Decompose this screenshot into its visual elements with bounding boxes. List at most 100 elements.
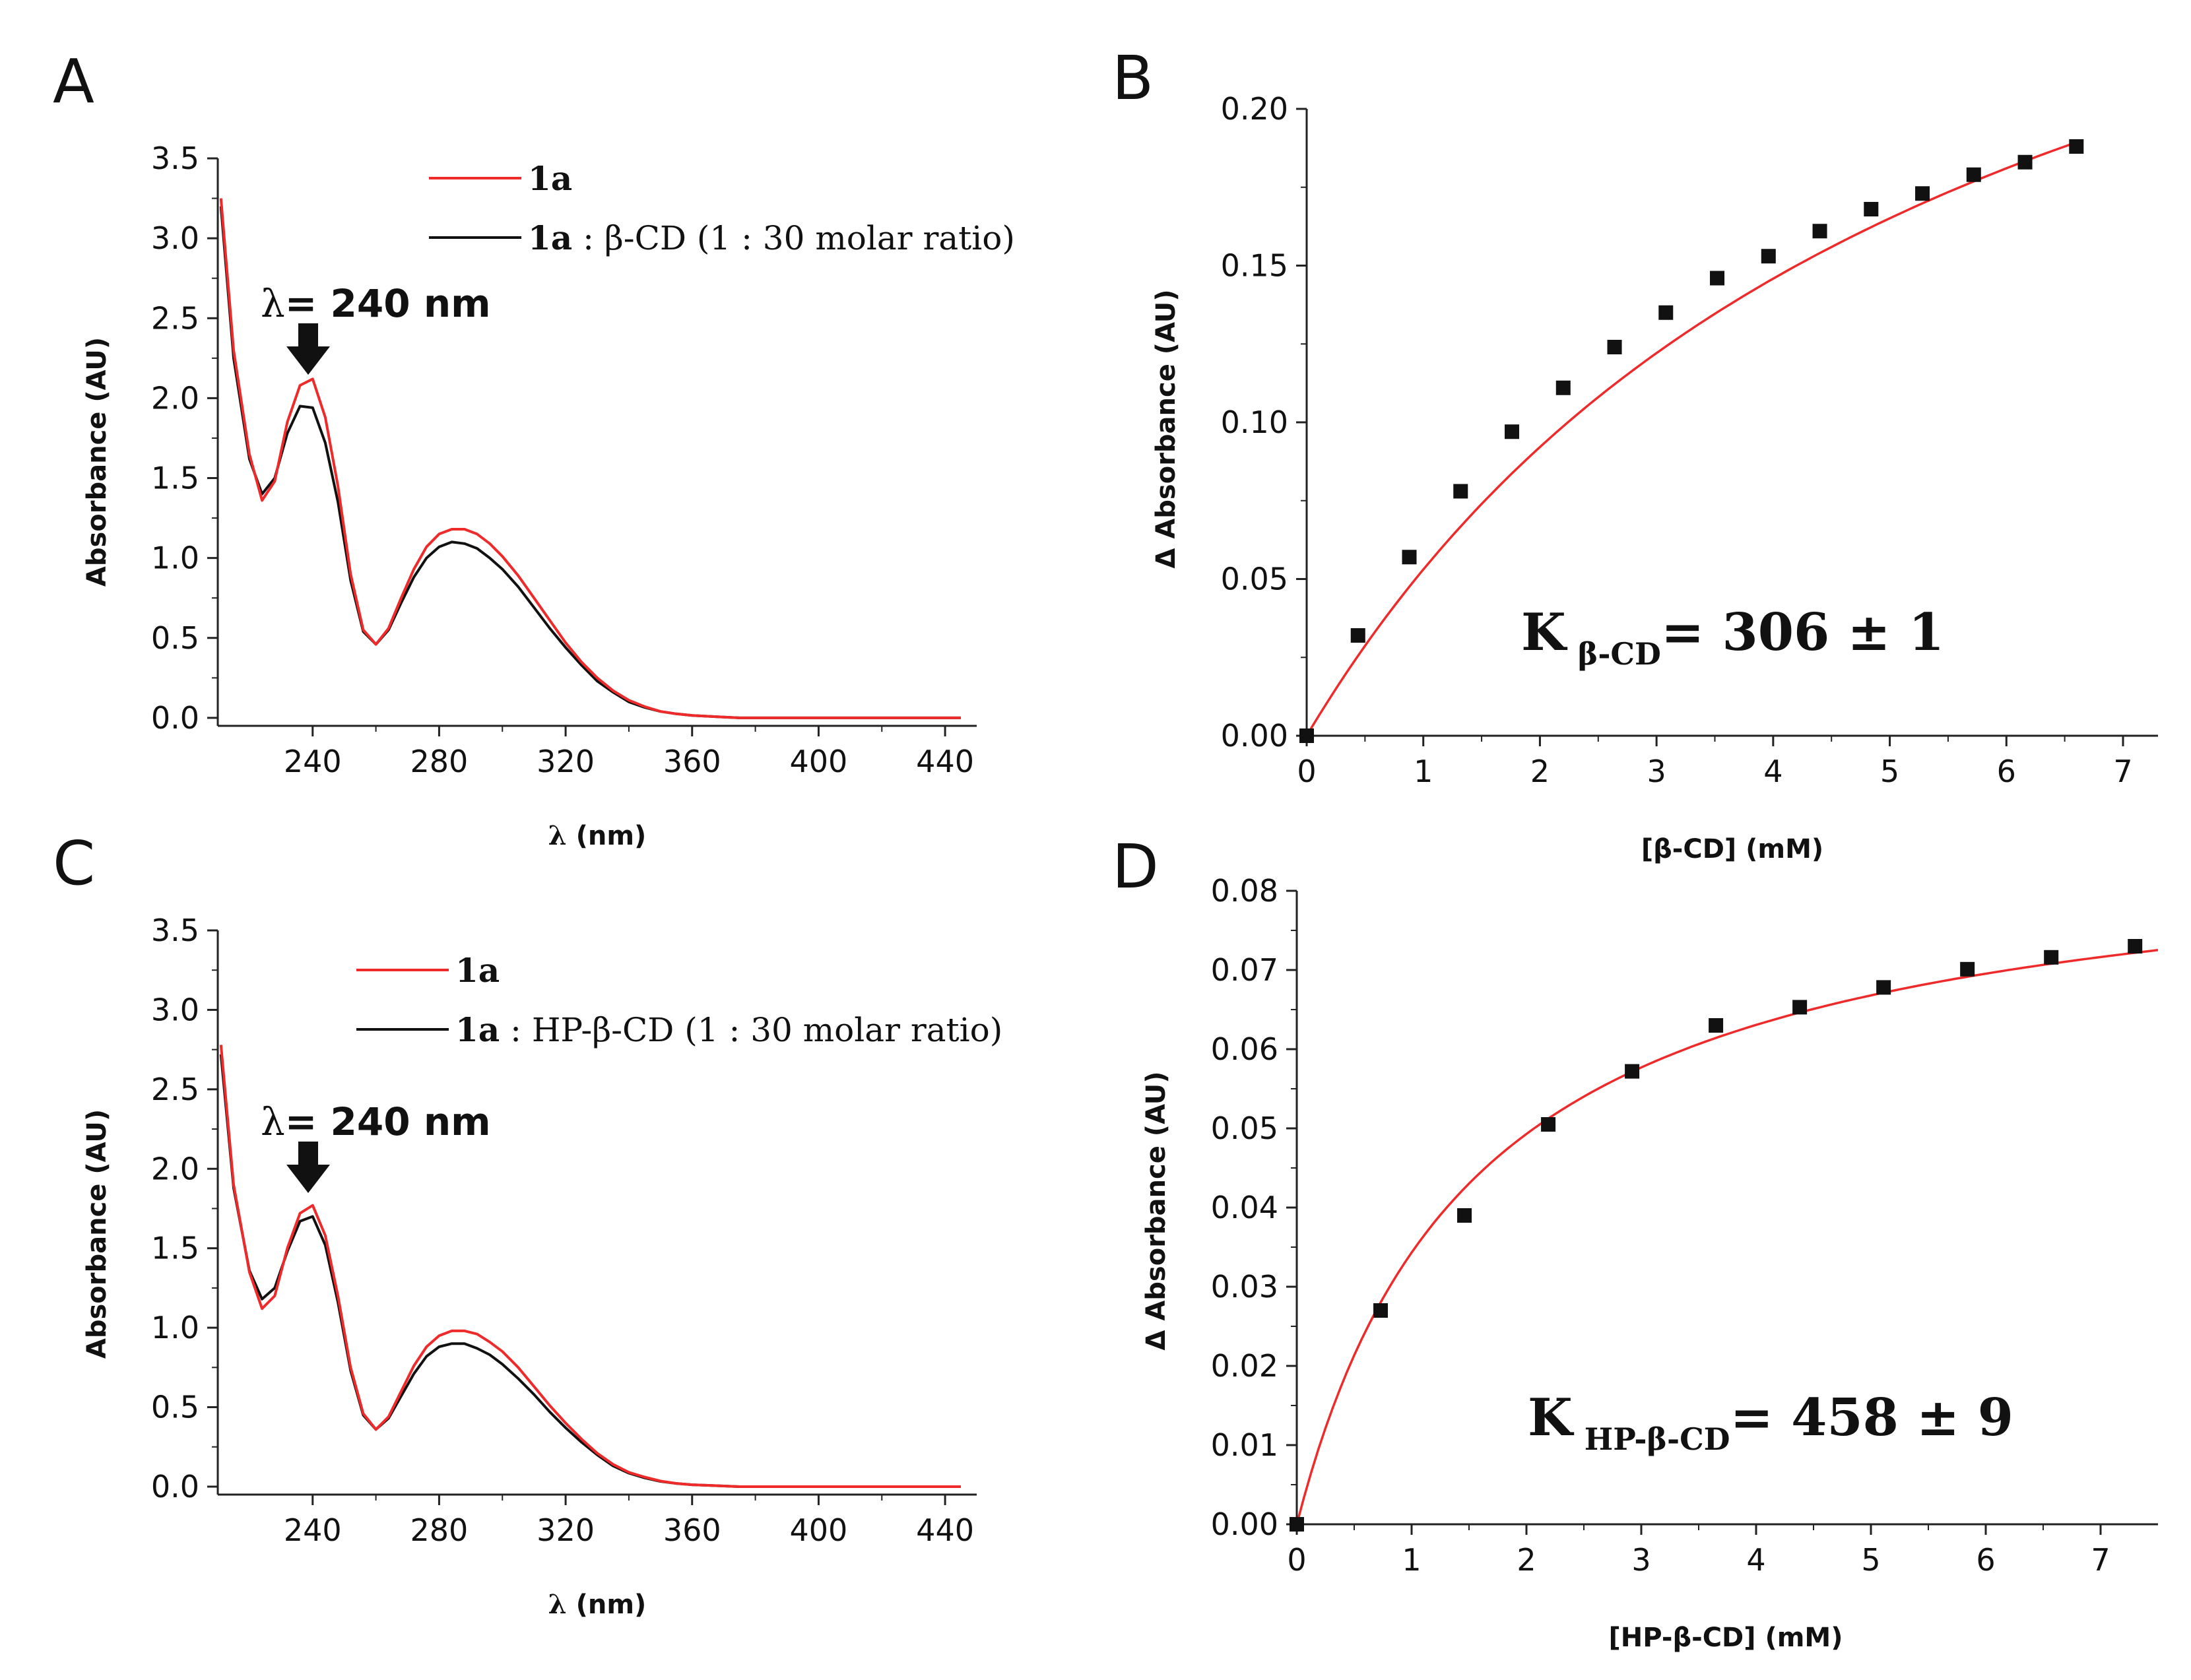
y-tick-label: 0.07 — [1211, 952, 1278, 988]
panel-c-letter: C — [53, 828, 95, 899]
data-point — [1812, 224, 1827, 239]
panel-a-legend-entry-2-bold: 1a — [528, 218, 572, 257]
data-point — [1792, 1000, 1808, 1015]
panel-d-binding-constant: K HP-β-CD= 458 ± 9 — [1528, 1388, 2013, 1457]
y-tick-label: 0.06 — [1211, 1031, 1278, 1067]
panel-a-legend-entry-2-rest: : β-CD (1 : 30 molar ratio) — [572, 219, 1015, 257]
panel-a-down-arrow-icon — [286, 323, 330, 375]
x-tick-label: 2 — [1530, 754, 1550, 789]
y-tick-label: 2.5 — [151, 300, 199, 336]
panel-c-annotation: λ= 240 nm — [261, 1099, 491, 1144]
panel-a-legend-entry-1-bold: 1a — [528, 159, 572, 198]
panel-a-series — [219, 198, 961, 719]
x-tick-label: 6 — [1997, 754, 2016, 789]
panel-a-annotation-text: = 240 nm — [285, 281, 491, 326]
data-point — [1966, 167, 1981, 182]
panel-d-k-value: = 458 ± 9 — [1730, 1388, 2013, 1448]
data-point — [2017, 154, 2033, 170]
panel-d-ylabel: Δ Absorbance (AU) — [1141, 1071, 1171, 1350]
panel-b-ylabel: Δ Absorbance (AU) — [1151, 289, 1181, 568]
data-point — [2069, 139, 2084, 154]
panel-b-k-main: K — [1521, 602, 1568, 662]
panel-b-letter: B — [1112, 43, 1154, 113]
y-tick-label: 2.5 — [151, 1072, 199, 1107]
y-tick-label: 3.5 — [151, 141, 199, 176]
x-tick-label: 280 — [410, 744, 469, 779]
data-point — [1299, 728, 1314, 743]
data-point — [1505, 424, 1520, 439]
x-tick-label: 5 — [1861, 1542, 1880, 1578]
x-tick-label: 400 — [790, 1512, 848, 1548]
panel-a-annotation: λ= 240 nm — [261, 281, 491, 326]
x-tick-label: 320 — [537, 1512, 595, 1548]
series-1a-line — [219, 198, 961, 719]
y-tick-label: 0.02 — [1211, 1348, 1278, 1384]
x-tick-label: 5 — [1880, 754, 1899, 789]
panel-c-annotation-symbol: λ — [261, 1099, 285, 1144]
series-1a-line — [219, 1045, 961, 1488]
y-tick-label: 1.0 — [151, 1310, 199, 1345]
panel-a-annotation-symbol: λ — [261, 281, 285, 326]
panel-d-k-main: K — [1528, 1388, 1575, 1448]
panel-c-xlabel-rest: (nm) — [567, 1590, 647, 1620]
x-tick-label: 0 — [1287, 1542, 1306, 1578]
data-point — [1555, 380, 1571, 395]
panel-a-legend-entry-1: 1a — [528, 159, 572, 198]
panel-c-ylabel: Absorbance (AU) — [82, 1109, 112, 1359]
y-tick-label: 0.05 — [1221, 562, 1288, 597]
panel-a-legend: 1a 1a : β-CD (1 : 30 molar ratio) — [429, 159, 1015, 257]
data-point — [1453, 484, 1468, 499]
data-point — [2044, 950, 2059, 965]
panel-d-ticks: 0 1 2 3 4 5 6 7 0.00 0.01 0.02 0.03 0.04 0.05 0.06 0.07… — [1211, 873, 2110, 1578]
panel-a-xlabel-symbol: λ — [548, 820, 567, 851]
data-point — [1541, 1117, 1556, 1132]
x-tick-label: 1 — [1414, 754, 1433, 789]
y-tick-label: 0.0 — [151, 1469, 199, 1504]
data-point — [1625, 1064, 1640, 1079]
data-point — [1457, 1208, 1472, 1223]
y-tick-label: 0.08 — [1211, 873, 1278, 909]
panel-d-k-sub: HP-β-CD — [1585, 1421, 1730, 1457]
y-tick-label: 0.15 — [1221, 248, 1288, 284]
data-point — [1864, 202, 1879, 216]
panel-c-annotation-text: = 240 nm — [285, 1099, 491, 1144]
y-tick-label: 1.5 — [151, 461, 199, 496]
data-point — [2128, 939, 2143, 953]
x-tick-label: 3 — [1647, 754, 1666, 789]
y-tick-label: 3.0 — [151, 220, 199, 256]
x-tick-label: 1 — [1402, 1542, 1421, 1578]
x-tick-label: 280 — [410, 1512, 469, 1548]
y-tick-label: 2.0 — [151, 380, 199, 416]
x-tick-label: 440 — [916, 744, 974, 779]
panel-a-letter: A — [53, 46, 94, 117]
data-point — [1960, 961, 1975, 977]
x-tick-label: 0 — [1297, 754, 1316, 789]
panel-b: B 0 1 2 3 4 5 6 7 0.00 0.05 0.10 0.15 0.20 Δ Absorba… — [1112, 43, 2158, 864]
y-tick-label: 3.0 — [151, 992, 199, 1027]
y-tick-label: 0.03 — [1211, 1269, 1278, 1305]
y-tick-label: 0.0 — [151, 700, 199, 736]
panel-b-k-sub: β-CD — [1578, 636, 1661, 672]
panel-c: C 240 280 320 360 400 440 0.0 0.5 1.0 1.5 2.0 2.5 3.… — [53, 828, 1002, 1620]
panel-c-axes — [216, 930, 977, 1496]
x-tick-label: 2 — [1517, 1542, 1536, 1578]
data-point — [1710, 271, 1725, 286]
y-tick-label: 0.10 — [1221, 404, 1288, 440]
panel-d-letter: D — [1112, 831, 1159, 902]
panel-b-ticks: 0 1 2 3 4 5 6 7 0.00 0.05 0.10 0.15 0.20 — [1221, 91, 2133, 789]
panel-c-down-arrow-icon — [286, 1142, 330, 1193]
data-point — [1402, 550, 1417, 565]
panel-a-ylabel: Absorbance (AU) — [82, 337, 112, 587]
x-tick-label: 320 — [537, 744, 595, 779]
x-tick-label: 3 — [1631, 1542, 1651, 1578]
panel-d-xlabel: [HP-β-CD] (mM) — [1608, 1623, 1843, 1653]
y-tick-label: 1.5 — [151, 1231, 199, 1266]
panel-c-legend-entry-1: 1a — [455, 951, 500, 990]
y-tick-label: 0.5 — [151, 620, 199, 656]
y-tick-label: 1.0 — [151, 540, 199, 576]
y-tick-label: 0.00 — [1211, 1506, 1278, 1542]
x-tick-label: 400 — [790, 744, 848, 779]
panel-d: D 0 1 2 3 4 5 6 7 0.00 0.01 0.02 0.03 0.04 0.05 0.06 0.… — [1112, 831, 2158, 1653]
